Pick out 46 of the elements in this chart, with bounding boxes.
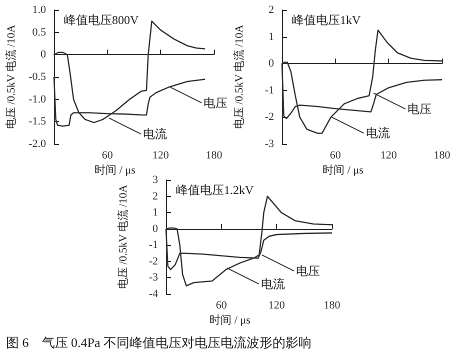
y-axis-title: 电压 /0.5kV 电流 /10A <box>232 24 246 130</box>
x-tick-label: 60 <box>102 150 114 162</box>
y-axis-title: 电压 /0.5kV 电流 /10A <box>116 184 130 290</box>
y-tick-label: -2 <box>148 255 158 268</box>
y-tick-label: -1 <box>264 84 274 96</box>
y-tick-label: -1.0 <box>28 93 46 106</box>
y-axis-title: 电压 /0.5kV 电流 /10A <box>4 24 18 130</box>
chart-title: 峰值电压800V <box>64 13 139 27</box>
y-tick-label: -1.5 <box>28 116 46 128</box>
caption: 图 6 气压 0.4Pa 不同峰值电压对电压电流波形的影响 <box>6 334 312 352</box>
y-tick-label: 0 <box>152 222 158 235</box>
annotation: 电压 <box>296 264 320 278</box>
y-tick-label: -4 <box>148 288 158 300</box>
y-tick-label: 0 <box>268 58 274 70</box>
x-tick-label: 120 <box>152 150 170 162</box>
x-tick-label: 120 <box>380 150 398 162</box>
chart-title: 峰值电压1.2kV <box>176 183 254 197</box>
y-tick-label: 2 <box>268 4 274 16</box>
x-axis-title: 时间 / μs <box>94 164 136 176</box>
annotation: 电流 <box>366 126 390 140</box>
x-tick-label: 120 <box>268 300 286 312</box>
y-tick-label: 0 <box>40 48 46 61</box>
x-tick-label: 180 <box>206 150 223 162</box>
y-tick-label: -2 <box>264 111 274 124</box>
x-tick-label: 60 <box>216 300 228 312</box>
y-tick-label: 1.0 <box>32 4 46 16</box>
y-tick-label: 1 <box>152 206 158 219</box>
y-tick-label: -0.5 <box>28 71 46 83</box>
x-tick-label: 180 <box>324 300 341 312</box>
y-tick-label: 1 <box>268 30 274 43</box>
annotation: 电压 <box>408 102 432 116</box>
x-axis-title: 时间 / μs <box>322 164 364 176</box>
y-tick-label: -1 <box>148 239 158 252</box>
annotation: 电流 <box>260 276 285 291</box>
y-tick-label: 3 <box>152 174 158 186</box>
y-tick-label: 0.5 <box>32 26 46 38</box>
annotation: 电压 <box>204 96 228 110</box>
x-tick-label: 60 <box>330 150 342 162</box>
x-axis-title: 时间 / μs <box>210 314 250 326</box>
x-tick-label: 180 <box>434 150 451 162</box>
y-tick-label: 2 <box>152 190 158 202</box>
y-tick-label: -2.0 <box>28 138 46 150</box>
annotation: 电流 <box>143 127 168 142</box>
y-tick-label: -3 <box>148 272 158 284</box>
y-tick-label: -3 <box>264 138 274 150</box>
chart-title: 峰值电压1kV <box>292 13 361 27</box>
